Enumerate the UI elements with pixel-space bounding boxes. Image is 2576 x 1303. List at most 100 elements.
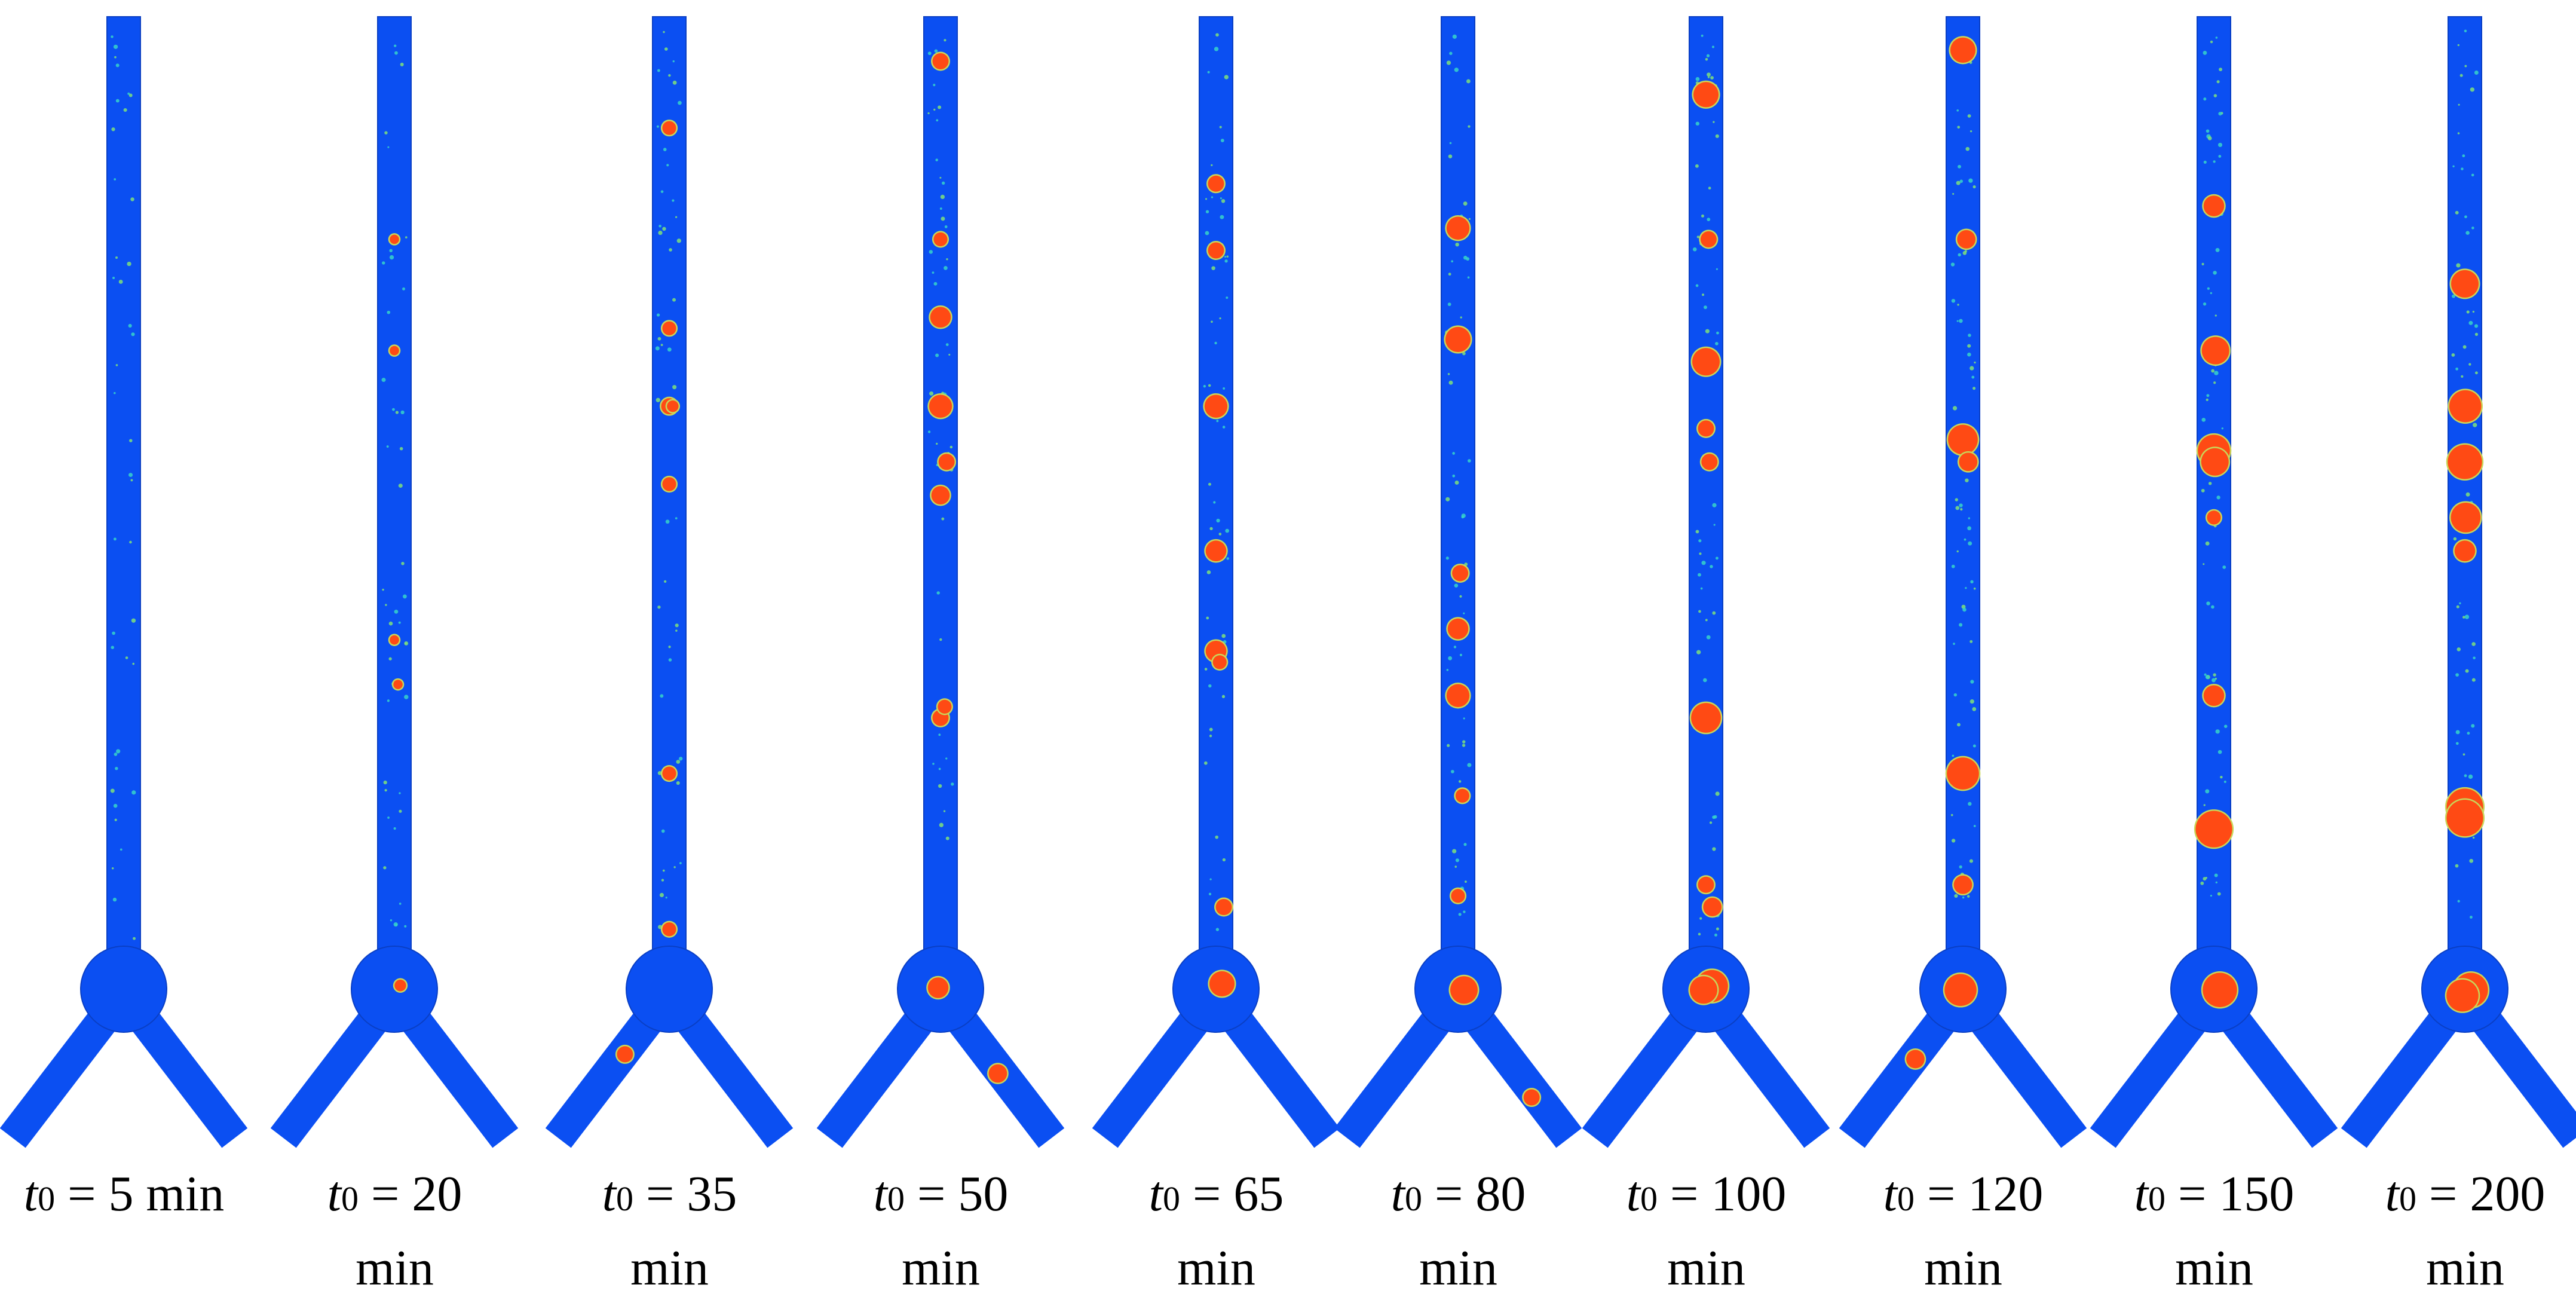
nucleation-speck: [1701, 214, 1704, 218]
nucleation-speck: [2464, 65, 2467, 68]
time-caption: t0 = 35 min: [541, 1160, 798, 1303]
nucleation-speck: [1699, 917, 1702, 920]
nucleation-speck: [1967, 114, 1971, 118]
nucleation-speck: [385, 604, 387, 606]
nucleation-speck: [675, 517, 678, 520]
nucleation-speck: [2200, 881, 2204, 885]
left-outlet-arm: [1092, 997, 1218, 1148]
time-caption: t0 = 50 min: [812, 1160, 1070, 1303]
equals-sign: =: [2165, 1166, 2219, 1222]
nucleation-speck: [1710, 76, 1714, 80]
nucleation-speck: [2214, 371, 2219, 375]
channel-diagram: [2090, 16, 2338, 1148]
nucleation-speck: [115, 256, 118, 259]
y-channel: [1839, 16, 2087, 1148]
nucleation-speck: [1970, 680, 1974, 684]
nucleation-speck: [2213, 160, 2216, 163]
channel-diagram: [1334, 16, 1582, 1148]
nucleation-speck: [1960, 508, 1963, 511]
nucleation-speck: [1451, 770, 1454, 773]
nucleation-speck: [1205, 198, 1208, 200]
nucleation-speck: [1969, 130, 1972, 133]
bubble: [2195, 810, 2232, 848]
bubble: [2448, 445, 2482, 479]
nucleation-speck: [399, 792, 401, 794]
nucleation-speck: [938, 733, 941, 736]
nucleation-speck: [941, 216, 945, 221]
nucleation-speck: [382, 588, 384, 591]
nucleation-speck: [2464, 29, 2467, 33]
nucleation-speck: [111, 127, 115, 131]
nucleation-speck: [1203, 384, 1206, 388]
bubble: [1204, 394, 1228, 418]
time-unit: min: [356, 1240, 434, 1296]
nucleation-speck: [2223, 780, 2226, 783]
time-subscript: 0: [2148, 1179, 2165, 1218]
nucleation-speck: [2451, 353, 2455, 357]
time-subscript: 0: [2399, 1179, 2416, 1218]
nucleation-speck: [2456, 605, 2459, 608]
nucleation-speck: [2455, 730, 2460, 735]
nucleation-speck: [1715, 134, 1719, 138]
nucleation-speck: [1959, 865, 1962, 869]
time-subscript: 0: [615, 1179, 633, 1218]
nucleation-speck: [1461, 513, 1466, 518]
nucleation-speck: [1957, 126, 1961, 129]
left-outlet-arm: [1334, 997, 1460, 1148]
nucleation-speck: [2464, 614, 2470, 619]
nucleation-speck: [2210, 894, 2212, 897]
channel-diagram: [1582, 16, 1830, 1148]
bubble: [988, 1064, 1007, 1083]
nucleation-speck: [1454, 481, 1459, 485]
nucleation-speck: [675, 629, 678, 632]
nucleation-speck: [660, 694, 664, 698]
nucleation-speck: [131, 790, 136, 795]
nucleation-speck: [936, 442, 938, 445]
nucleation-speck: [678, 100, 682, 105]
nucleation-speck: [1712, 611, 1716, 615]
nucleation-speck: [2223, 724, 2228, 728]
nucleation-speck: [668, 658, 672, 662]
nucleation-speck: [2472, 310, 2475, 313]
nucleation-speck: [389, 249, 393, 253]
nucleation-speck: [388, 621, 393, 626]
channel-diagram: [816, 16, 1065, 1148]
nucleation-speck: [2464, 774, 2467, 778]
nucleation-speck: [1695, 121, 1699, 126]
nucleation-speck: [2470, 916, 2473, 919]
time-unit: min: [1419, 1240, 1497, 1296]
bubble: [1953, 875, 1972, 894]
time-symbol: t: [23, 1166, 38, 1222]
nucleation-speck: [128, 323, 132, 328]
bubble: [1693, 82, 1719, 108]
nucleation-speck: [679, 757, 683, 761]
nucleation-speck: [1445, 497, 1450, 501]
nucleation-speck: [927, 430, 931, 433]
nucleation-speck: [401, 562, 405, 565]
bubble: [1906, 1050, 1925, 1069]
nucleation-speck: [938, 105, 942, 109]
nucleation-speck: [949, 445, 953, 449]
nucleation-speck: [1707, 218, 1711, 222]
nucleation-speck: [1715, 342, 1719, 345]
nucleation-speck: [1467, 276, 1470, 279]
caption-line-1: t0 = 120: [1834, 1160, 2092, 1234]
nucleation-speck: [131, 332, 135, 337]
nucleation-speck: [2213, 94, 2217, 97]
channel-diagram: [1092, 16, 1340, 1148]
nucleation-speck: [2203, 160, 2207, 164]
nucleation-speck: [1454, 583, 1459, 588]
nucleation-speck: [663, 580, 667, 583]
nucleation-speck: [1209, 527, 1213, 531]
nucleation-speck: [2461, 167, 2464, 170]
nucleation-speck: [1696, 650, 1701, 654]
nucleation-speck: [2204, 673, 2207, 676]
time-caption: t0 = 65 min: [1088, 1160, 1345, 1303]
nucleation-speck: [1959, 319, 1963, 323]
nucleation-speck: [2462, 616, 2465, 619]
right-outlet-arm: [667, 997, 794, 1148]
nucleation-speck: [945, 343, 949, 346]
nucleation-speck: [1204, 668, 1208, 671]
panel-5: t0 = 80 min: [1330, 0, 1587, 1298]
nucleation-speck: [389, 255, 394, 260]
